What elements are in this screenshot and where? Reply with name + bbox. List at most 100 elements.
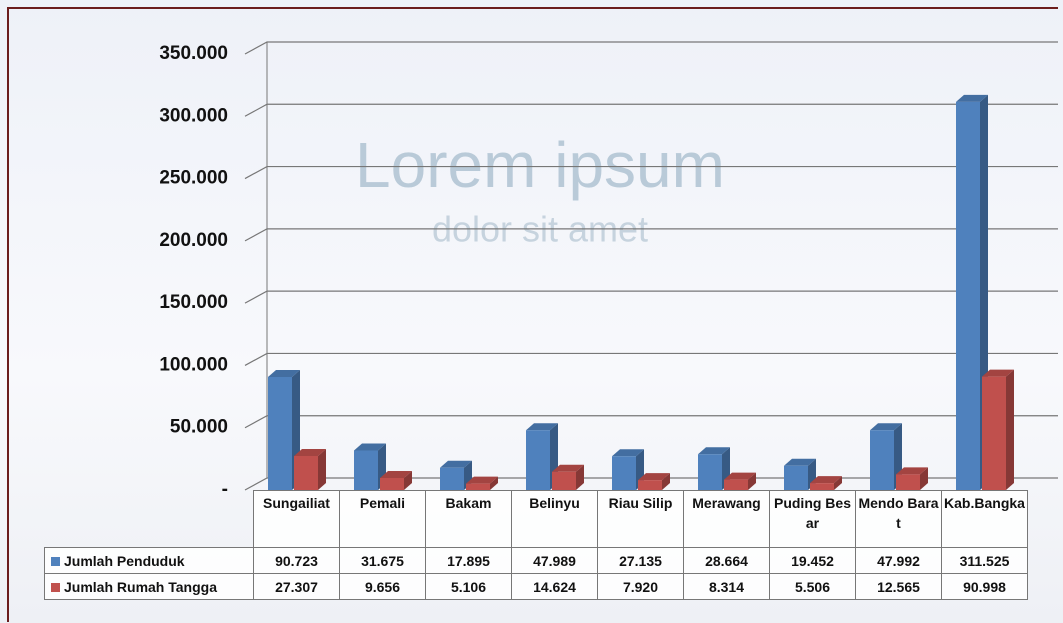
bar-face [638,480,662,490]
y-tick-label: 50.000 [170,417,228,438]
bar-face [784,466,808,490]
table-cell [45,491,254,548]
bar-face [870,430,894,490]
table-cell: 9.656 [340,574,426,600]
bar-face [440,468,464,490]
cell-text: Riau Silip [609,495,673,511]
bar [294,449,326,490]
cell-text: 27.307 [275,579,318,595]
bar [380,471,412,490]
bar-face [526,430,550,490]
bar-face [380,478,404,490]
cell-text: 90.998 [963,579,1006,595]
bar-face [1006,370,1014,490]
grid-line [245,416,1058,428]
x-tick-label: Bakam [426,491,512,548]
grid-line [245,291,1058,303]
cell-text: 17.895 [447,553,490,569]
table-cell: 311.525 [942,548,1028,574]
grid-line [245,104,1058,116]
cell-text: Puding Besar [774,495,851,531]
cell-text: Merawang [692,495,760,511]
cell-text: Pemali [360,495,405,511]
cell-text: 12.565 [877,579,920,595]
cell-text: 7.920 [623,579,658,595]
y-tick-label: 250.000 [159,168,228,189]
table-cell: 47.992 [856,548,942,574]
bar-face [810,483,834,490]
data-table: Sungailiat Pemali Bakam Belinyu Riau Silip Me… [44,490,1028,600]
grid-line [245,353,1058,365]
y-tick-label: 350.000 [159,43,228,64]
cell-text: Sungailiat [263,495,330,511]
table-row: Sungailiat Pemali Bakam Belinyu Riau Silip Me… [45,491,1028,548]
table-cell: 28.664 [684,548,770,574]
x-tick-label: Riau Silip [598,491,684,548]
grid-line [245,229,1058,241]
watermark-title: Lorem ipsum [355,129,725,201]
bar-face [268,377,292,490]
cell-text: 47.992 [877,553,920,569]
page: Lorem ipsum dolor sit amet -50.000100.00… [0,0,1063,623]
legend-label: Jumlah Penduduk [64,553,185,569]
table-cell: 90.723 [254,548,340,574]
bar [552,465,584,490]
table-cell: 31.675 [340,548,426,574]
table-cell: 27.135 [598,548,684,574]
table-cell: 19.452 [770,548,856,574]
table-row: Jumlah Rumah Tangga 27.307 9.656 5.106 14.62… [45,574,1028,600]
table-cell: 5.106 [426,574,512,600]
bar-face [698,454,722,490]
bar-face [294,456,318,490]
legend-swatch [51,557,60,566]
bar [982,370,1014,490]
table-cell: Jumlah Rumah Tangga [45,574,254,600]
x-tick-label: Mendo Barat [856,491,942,548]
cell-text: Belinyu [529,495,580,511]
y-tick-label: 100.000 [159,354,228,375]
table-cell: 7.920 [598,574,684,600]
bar-face [354,451,378,490]
cell-text: Mendo Barat [858,495,938,531]
table-cell: 27.307 [254,574,340,600]
y-tick-label: 150.000 [159,292,228,313]
x-tick-label: Belinyu [512,491,598,548]
bar-face [982,377,1006,490]
cell-text: 27.135 [619,553,662,569]
table-cell: 5.506 [770,574,856,600]
table-cell: 8.314 [684,574,770,600]
y-tick-label: 300.000 [159,105,228,126]
bar-face [318,449,326,490]
table-cell: 47.989 [512,548,598,574]
table-cell: 90.998 [942,574,1028,600]
bar-face [724,480,748,490]
x-tick-label: Merawang [684,491,770,548]
cell-text: 8.314 [709,579,744,595]
cell-text: 5.106 [451,579,486,595]
bar-face [956,102,980,490]
legend-label: Jumlah Rumah Tangga [64,579,217,595]
table-row: Jumlah Penduduk 90.723 31.675 17.895 47.989 2… [45,548,1028,574]
bar-face [896,474,920,490]
cell-text: 311.525 [960,553,1010,569]
x-tick-label: Sungailiat [254,491,340,548]
table-cell: Jumlah Penduduk [45,548,254,574]
cell-text: 47.989 [533,553,576,569]
cell-text: 19.452 [791,553,834,569]
bar-face [612,456,636,490]
y-tick-label: 200.000 [159,230,228,251]
x-tick-label: Pemali [340,491,426,548]
cell-text: 9.656 [365,579,400,595]
cell-text: 28.664 [705,553,748,569]
legend-swatch [51,583,60,592]
cell-text: Kab.Bangka [944,495,1025,511]
cell-text: 5.506 [795,579,830,595]
table-cell: 12.565 [856,574,942,600]
table-cell: 17.895 [426,548,512,574]
bar-face [552,472,576,490]
cell-text: 90.723 [275,553,318,569]
cell-text: 31.675 [361,553,404,569]
cell-text: 14.624 [533,579,576,595]
cell-text: Bakam [446,495,492,511]
bar [896,467,928,490]
